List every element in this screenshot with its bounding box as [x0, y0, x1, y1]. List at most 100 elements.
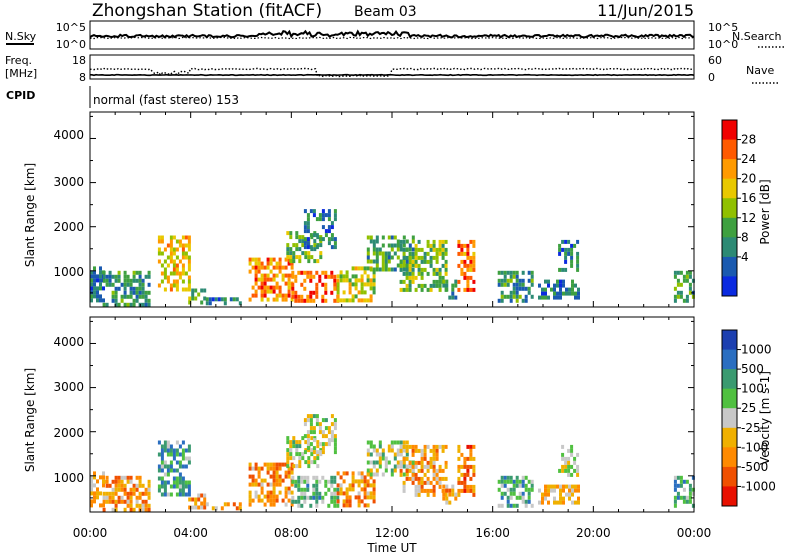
- echo-cell: [330, 245, 334, 250]
- echo-cell: [378, 440, 382, 445]
- echo-cell: [469, 267, 473, 272]
- echo-cell: [287, 466, 291, 471]
- echo-cell: [313, 460, 317, 465]
- echo-cell: [333, 479, 337, 484]
- echo-cell: [553, 295, 556, 300]
- echo-cell: [378, 251, 382, 256]
- echo-cell: [307, 460, 311, 465]
- echo-cell: [144, 274, 148, 279]
- echo-cell: [497, 487, 501, 492]
- echo-cell: [163, 472, 167, 477]
- echo-cell: [135, 499, 139, 504]
- colorbar-tick-label: 16: [741, 191, 756, 205]
- echo-cell: [363, 266, 367, 271]
- echo-cell: [527, 270, 531, 275]
- echo-cell: [411, 476, 415, 481]
- echo-cell: [457, 456, 461, 461]
- echo-cell: [333, 245, 337, 250]
- echo-cell: [469, 452, 473, 457]
- echo-cell: [509, 475, 513, 480]
- echo-cell: [420, 267, 424, 272]
- echo-cell: [272, 285, 276, 290]
- echo-cell: [454, 492, 458, 497]
- echo-cell: [99, 270, 102, 275]
- echo-cell: [441, 247, 445, 252]
- echo-cell: [682, 278, 686, 283]
- echo-cell: [319, 243, 323, 248]
- nsearch-label: N.Search: [732, 30, 782, 43]
- echo-cell: [111, 290, 115, 295]
- echo-cell: [521, 479, 525, 484]
- echo-cell: [457, 444, 461, 449]
- velocity-ytick-3000: 3000: [53, 380, 84, 394]
- echo-cell: [175, 484, 179, 489]
- echo-cell: [570, 259, 574, 264]
- echo-cell: [381, 259, 385, 264]
- echo-cell: [135, 278, 139, 283]
- echo-cell: [197, 505, 201, 510]
- echo-cell: [105, 491, 109, 496]
- echo-cell: [102, 483, 105, 488]
- echo-cell: [291, 286, 295, 291]
- velocity-panel-bg: [90, 317, 694, 512]
- echo-cell: [390, 243, 394, 248]
- echo-cell: [673, 499, 677, 504]
- echo-cell: [327, 229, 331, 234]
- colorbar-tick-label: -25: [741, 421, 761, 435]
- echo-cell: [497, 282, 501, 287]
- echo-cell: [366, 282, 370, 287]
- echo-cell: [102, 503, 105, 508]
- echo-cell: [114, 479, 118, 484]
- echo-cell: [573, 243, 577, 248]
- echo-cell: [312, 438, 316, 443]
- colorbar-tick-label: 20: [741, 172, 756, 186]
- echo-cell: [157, 488, 161, 493]
- echo-cell: [187, 239, 191, 244]
- echo-cell: [105, 274, 109, 279]
- echo-cell: [138, 491, 142, 496]
- echo-cell: [257, 257, 261, 262]
- echo-cell: [169, 452, 173, 457]
- echo-cell: [500, 278, 504, 283]
- echo-cell: [561, 239, 565, 244]
- echo-cell: [269, 482, 273, 487]
- echo-cell: [676, 282, 680, 287]
- echo-cell: [120, 294, 124, 299]
- echo-cell: [147, 507, 151, 512]
- echo-cell: [411, 452, 415, 457]
- echo-cell: [457, 476, 461, 481]
- echo-cell: [333, 495, 337, 500]
- echo-cell: [105, 495, 109, 500]
- echo-cell: [426, 243, 430, 248]
- echo-cell: [257, 285, 261, 290]
- echo-cell: [408, 255, 412, 260]
- echo-cell: [390, 247, 394, 252]
- echo-cell: [417, 460, 421, 465]
- echo-cell: [393, 452, 397, 457]
- echo-cell: [345, 499, 349, 504]
- echo-cell: [396, 243, 400, 248]
- time-tick-label: 04:00: [173, 526, 208, 540]
- echo-cell: [351, 487, 355, 492]
- echo-cell: [506, 278, 510, 283]
- echo-cell: [559, 291, 562, 296]
- echo-cell: [123, 294, 127, 299]
- echo-cell: [160, 484, 164, 489]
- echo-cell: [295, 235, 299, 240]
- echo-cell: [544, 295, 547, 300]
- echo-cell: [688, 290, 692, 295]
- echo-cell: [333, 278, 337, 283]
- echo-cell: [303, 418, 307, 423]
- echo-cell: [321, 209, 325, 214]
- echo-cell: [567, 456, 571, 461]
- echo-cell: [306, 225, 310, 230]
- echo-cell: [336, 491, 340, 496]
- echo-cell: [527, 286, 531, 291]
- echo-cell: [357, 479, 361, 484]
- echo-cell: [515, 286, 519, 291]
- echo-cell: [309, 209, 313, 214]
- echo-cell: [673, 483, 677, 488]
- echo-cell: [568, 488, 571, 493]
- echo-cell: [402, 271, 406, 276]
- echo-cell: [132, 298, 136, 303]
